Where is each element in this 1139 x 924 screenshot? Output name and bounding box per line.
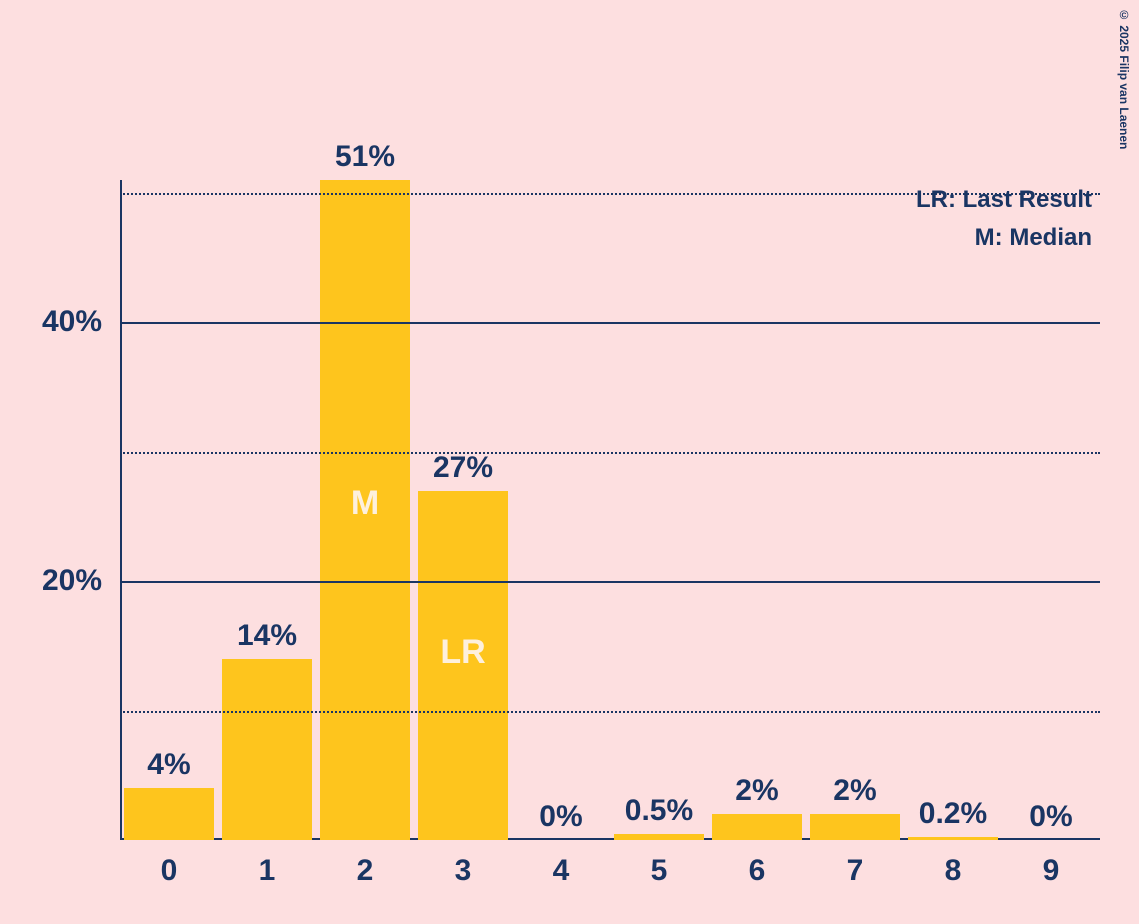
chart-plot-area: 4%014%151%M227%LR30%40.5%52%62%70.2%80%9… (120, 180, 1100, 840)
bar-value-label: 14% (237, 619, 297, 653)
bar-value-label: 27% (433, 451, 493, 485)
bar-slot: 51%M (320, 180, 410, 840)
x-tick-label: 6 (749, 840, 766, 888)
bar-value-label: 0.5% (625, 794, 693, 828)
x-tick-label: 3 (455, 840, 472, 888)
x-tick-label: 5 (651, 840, 668, 888)
bar-slot: 4% (124, 180, 214, 840)
bar-slot: 14% (222, 180, 312, 840)
median-marker: M (351, 484, 379, 523)
bar-slot: 0.2% (908, 180, 998, 840)
bar-value-label: 2% (833, 774, 876, 808)
bar-slot: 0% (516, 180, 606, 840)
copyright-credit: © 2025 Filip van Laenen (1117, 8, 1131, 149)
y-tick-label: 20% (42, 564, 120, 598)
bar-value-label: 4% (147, 748, 190, 782)
x-tick-label: 8 (945, 840, 962, 888)
bar-value-label: 0% (1029, 800, 1072, 834)
last-result-marker: LR (440, 633, 485, 672)
bar-value-label: 0.2% (919, 797, 987, 831)
x-tick-label: 9 (1043, 840, 1060, 888)
gridline-minor (120, 193, 1100, 195)
bar (222, 659, 312, 840)
x-tick-label: 2 (357, 840, 374, 888)
bars-container: 4%014%151%M227%LR30%40.5%52%62%70.2%80%9 (120, 180, 1100, 840)
gridline-minor (120, 452, 1100, 454)
legend-median: M: Median (916, 224, 1092, 252)
bar-slot: 2% (810, 180, 900, 840)
x-tick-label: 7 (847, 840, 864, 888)
bar-value-label: 0% (539, 800, 582, 834)
legend: LR: Last Result M: Median (916, 186, 1092, 252)
bar (712, 814, 802, 840)
bar (810, 814, 900, 840)
bar-slot: 0.5% (614, 180, 704, 840)
x-tick-label: 0 (161, 840, 178, 888)
bar-slot: 0% (1006, 180, 1096, 840)
y-tick-label: 40% (42, 305, 120, 339)
gridline-minor (120, 711, 1100, 713)
x-tick-label: 1 (259, 840, 276, 888)
bar-slot: 27% LR (418, 180, 508, 840)
gridline-major (120, 322, 1100, 324)
bar (124, 788, 214, 840)
bar-slot: 2% (712, 180, 802, 840)
gridline-major (120, 581, 1100, 583)
x-tick-label: 4 (553, 840, 570, 888)
bar-value-label: 51% (335, 140, 395, 174)
legend-last-result: LR: Last Result (916, 186, 1092, 214)
bar-value-label: 2% (735, 774, 778, 808)
